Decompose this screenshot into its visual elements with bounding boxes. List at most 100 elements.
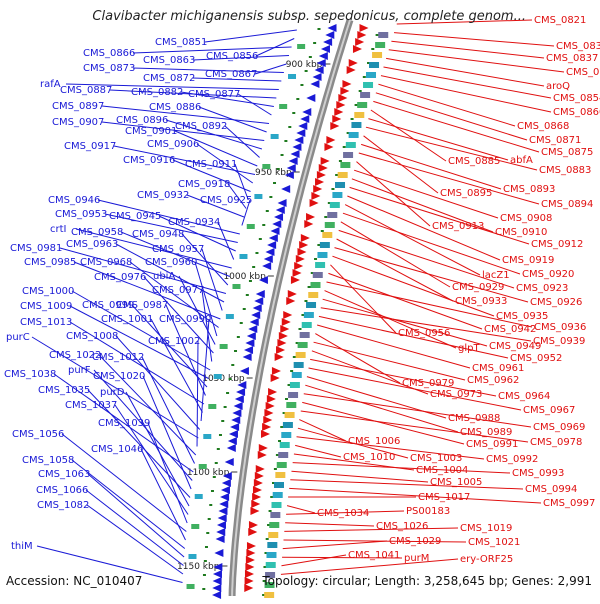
feature-block — [272, 492, 283, 498]
gene-arrow-minus — [296, 129, 306, 137]
right-gene-label: ery-ORF25 — [460, 554, 513, 565]
right-leader-line — [315, 333, 401, 384]
left-gene-label: CMS_0953 — [55, 209, 107, 220]
accession-label: Accession: NC_010407 — [6, 574, 143, 588]
feature-block — [308, 292, 319, 298]
right-leader-line — [368, 118, 509, 161]
gene-arrow-plus — [250, 507, 260, 515]
feature-block — [351, 122, 362, 128]
left-gene-label: purF — [68, 365, 91, 376]
gene-arrow-minus — [312, 73, 322, 81]
right-leader-line — [296, 436, 485, 460]
right-gene-label: CMS_0908 — [500, 213, 552, 224]
right-leader-line — [358, 152, 540, 205]
gene-arrow-minus — [224, 458, 234, 466]
gene-arrow-plus — [264, 409, 274, 417]
grid-dot — [226, 392, 230, 394]
feature-block — [366, 72, 377, 78]
left-gene-label: thiM — [11, 541, 33, 552]
grid-dot — [212, 476, 216, 478]
gene-arrow-plus — [271, 367, 281, 375]
feature-block — [295, 352, 306, 358]
right-leader-line — [282, 556, 403, 559]
left-gene-label: CMS_1035 — [38, 385, 90, 396]
right-gene-label: CMS_0991 — [466, 439, 518, 450]
grid-dot — [268, 510, 272, 512]
feature-block — [265, 572, 276, 578]
grid-dot — [262, 580, 266, 582]
feature-block — [378, 32, 389, 38]
grid-dot — [331, 188, 335, 190]
right-leader-line — [295, 444, 342, 458]
feature-block — [322, 232, 333, 238]
gene-arrow-minus — [233, 402, 243, 410]
left-leader-line — [224, 125, 260, 158]
right-gene-label: CMS_0919 — [502, 255, 554, 266]
feature-block — [264, 582, 275, 588]
left-gene-label: CMS_0867 — [205, 69, 257, 80]
right-leader-line — [324, 290, 457, 349]
left-leader-line — [85, 489, 184, 566]
left-gene-label: CMS_0960 — [145, 257, 197, 268]
gene-arrow-minus — [227, 437, 237, 445]
right-gene-label: abfA — [510, 155, 533, 166]
right-leader-line — [349, 186, 530, 245]
feature-block — [198, 464, 207, 469]
left-gene-label: CMS_1022 — [49, 350, 101, 361]
right-gene-label: CMS_0969 — [533, 422, 585, 433]
left-gene-label: CMS_1001 — [101, 314, 153, 325]
left-leader-line — [65, 83, 279, 90]
gene-arrow-plus — [304, 220, 314, 228]
right-gene-label: CMS_0962 — [467, 375, 519, 386]
feature-block — [319, 242, 330, 248]
gene-arrow-minus — [226, 444, 236, 452]
grid-dot — [288, 126, 292, 128]
grid-dot — [210, 490, 214, 492]
gene-arrow-minus — [327, 24, 337, 32]
right-leader-line — [322, 298, 488, 347]
gene-arrow-minus — [212, 570, 222, 578]
grid-dot — [367, 62, 371, 64]
left-gene-label: CMS_0932 — [137, 190, 189, 201]
feature-block — [276, 462, 287, 468]
right-leader-line — [378, 83, 516, 127]
right-leader-line — [313, 341, 466, 381]
gene-arrow-plus — [299, 241, 309, 249]
feature-block — [348, 132, 359, 138]
right-gene-label: CMS_1021 — [468, 537, 520, 548]
gene-arrow-plus — [265, 402, 275, 410]
gene-arrow-minus — [244, 346, 254, 354]
left-leader-line — [36, 545, 183, 583]
grid-dot — [264, 552, 268, 554]
right-leader-line — [282, 540, 388, 550]
gene-arrow-minus — [234, 395, 244, 403]
left-gene-label: CMS_1056 — [12, 429, 64, 440]
gene-arrow-minus — [230, 423, 240, 431]
right-leader-line — [286, 510, 405, 515]
ruler-label: 1000 kbp — [223, 272, 266, 282]
right-leader-line — [281, 554, 347, 567]
left-leader-line — [97, 199, 240, 235]
gene-arrow-minus — [302, 108, 312, 116]
right-leader-line — [280, 558, 459, 575]
gene-arrow-minus — [216, 528, 226, 536]
grid-dot — [242, 308, 246, 310]
feature-block — [337, 172, 348, 178]
grid-dot — [262, 224, 266, 226]
right-gene-label: CMS_0992 — [486, 454, 538, 465]
gene-arrow-minus — [314, 66, 324, 74]
left-leader-line — [181, 233, 229, 286]
gene-arrow-plus — [263, 416, 273, 424]
right-gene-label: CMS_0837 — [546, 53, 598, 64]
left-leader-line — [254, 63, 287, 75]
feature-block — [268, 532, 279, 538]
left-leader-line — [93, 369, 193, 481]
left-gene-label: CMS_0906 — [147, 139, 199, 150]
left-leader-line — [241, 199, 251, 226]
gene-arrow-minus — [255, 290, 265, 298]
grid-dot — [327, 202, 331, 204]
gene-arrow-plus — [244, 570, 254, 578]
right-gene-label: CMS_0933 — [455, 296, 507, 307]
feature-block — [288, 392, 299, 398]
